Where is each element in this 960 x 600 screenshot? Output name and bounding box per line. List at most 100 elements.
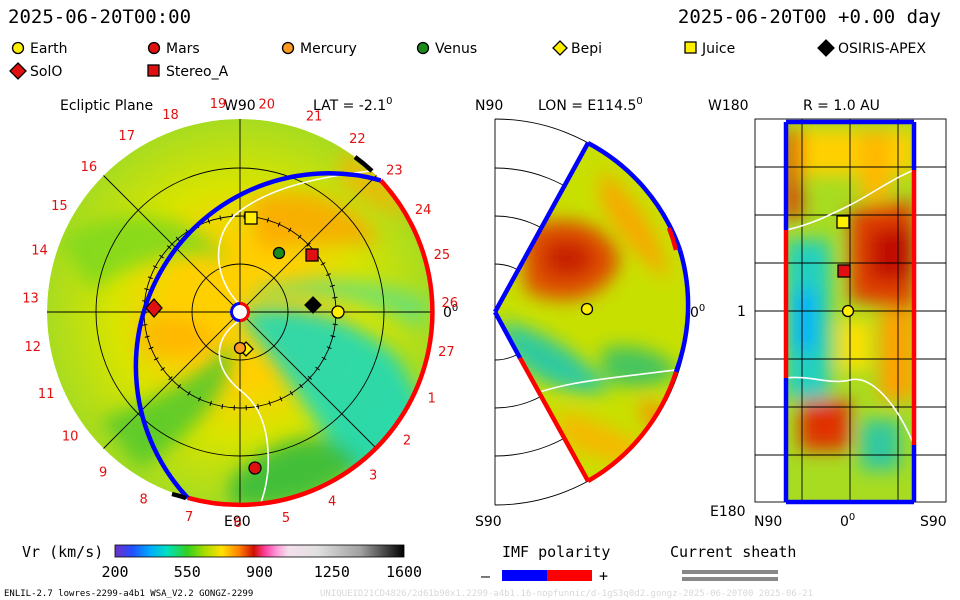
legend-item-stereo-a: Stereo_A [147,64,229,80]
ecliptic-polarity-rim [133,155,435,508]
carrington-tick-label: 19 [210,97,227,112]
carrington-tick-label: 22 [349,132,366,147]
carrington-tick-label: 27 [438,345,455,360]
current-sheath-swatch-top [682,570,778,574]
carrington-tick-label: 1 [428,391,436,406]
legend-label: Venus [435,41,477,57]
imf-positive-swatch [547,570,592,581]
venus-marker-icon [272,246,286,260]
carrington-tick-label: 13 [22,291,39,306]
meridional-bottom-left: S90 [475,514,502,530]
carrington-tick-labels: 19 20212223242526271234567891011121314151… [22,97,458,531]
carrington-tick-label: 17 [118,129,135,144]
mars-marker-icon [248,461,262,475]
legend-item-osiris-apex: OSIRIS-APEX [817,39,926,57]
legend-label: Bepi [571,41,602,57]
earth-marker-icon [11,41,25,55]
carrington-tick-label: 8 [139,493,147,508]
legend-item-solo: SolO [9,62,62,80]
colorbar-tick-label: 1600 [386,563,422,581]
mercury-marker-icon [233,341,247,355]
colorbar-tick-label: 1250 [314,563,350,581]
sphere-speed-field [786,122,914,502]
carrington-tick-label: 23 [386,164,403,179]
sphere-mid-left: 1 [737,304,746,320]
carrington-tick-label: 3 [369,468,377,483]
sphere-x-left: N90 [754,514,782,530]
stereo-a-marker-icon [305,248,319,262]
stereo-a-marker-icon [837,264,851,278]
mercury-marker-icon [281,41,295,55]
meridional-polarity-edges [493,141,691,483]
legend-label: Mercury [300,41,357,57]
current-sheath-swatch-bottom [682,577,778,581]
imf-polarity-legend: IMF polarity – + [481,543,610,585]
meridional-plane-panel: N90 LON = E114.50 S90 00 [475,96,705,530]
carrington-tick-label: 6 [233,516,241,531]
sphere-r-label: R = 1.0 AU [803,98,880,114]
colorbar-tick-label: 900 [246,563,273,581]
bepi-marker-icon [552,40,568,56]
footer-left: ENLIL-2.7 lowres-2299-a4b1 WSA_V2.2 GONG… [4,589,253,599]
mars-marker-icon [147,41,161,55]
carrington-tick-label: 2 [403,433,411,448]
sphere-map-panel: W180 R = 1.0 AU 1 E180 N90 00 S90 [708,98,947,530]
legend-item-bepi: Bepi [552,40,602,57]
body-legend: Earth Mars Mercury Venus Bepi Juice OSIR… [9,39,926,80]
imf-negative-swatch [502,570,547,581]
carrington-tick-label: 20 [259,98,276,113]
ecliptic-top-label: W90 [224,98,256,114]
legend-item-earth: Earth [11,41,68,57]
legend-label: Stereo_A [166,64,229,80]
juice-marker-icon [836,215,850,229]
legend-label: Earth [30,41,68,57]
sphere-x-right: S90 [920,514,947,530]
imf-polarity-label: IMF polarity [502,543,610,561]
carrington-tick-label: 4 [328,495,336,510]
sphere-top-left: W180 [708,98,749,114]
colorbar-tick-label: 550 [174,563,201,581]
juice-marker-icon [684,41,697,54]
carrington-tick-label: 15 [51,199,68,214]
carrington-tick-label: 5 [282,511,290,526]
solo-marker-icon [145,298,163,318]
current-sheath-label: Current sheath [670,543,796,561]
carrington-tick-label: 10 [62,429,79,444]
legend-label: Mars [166,41,200,57]
earth-marker-icon [580,302,594,316]
legend-item-mercury: Mercury [281,41,357,57]
earth-marker-icon [331,305,345,319]
footer-right: UNIQUEID21CD4826/2d61b90x1.2299-a4b1.16-… [320,589,813,599]
carrington-tick-label: 18 [162,108,179,123]
carrington-tick-label: 11 [38,387,55,402]
legend-label: OSIRIS-APEX [838,41,926,57]
osiris-apex-marker-icon [817,39,835,57]
ecliptic-lat-label: LAT = -2.10 [313,96,393,114]
sphere-bottom-left: E180 [710,504,746,520]
carrington-tick-label: 14 [31,243,48,258]
carrington-tick-label: 9 [99,465,107,480]
osiris-apex-marker-icon [304,296,322,314]
ecliptic-bodies [145,211,345,475]
carrington-tick-label: 24 [415,203,432,218]
meridional-right-label: 00 [690,303,705,321]
legend-label: SolO [30,64,62,80]
solo-marker-icon [9,62,27,80]
sphere-polarity-edges [783,119,917,505]
legend-item-venus: Venus [416,41,477,57]
carrington-tick-label: 16 [81,160,98,175]
carrington-tick-label: 7 [185,510,193,525]
colorbar-ticks: 200 550 900 1250 1600 [101,563,422,581]
earth-marker-icon [841,304,855,318]
carrington-tick-label: 25 [434,248,451,263]
vr-colorbar: Vr (km/s) 200 550 900 1250 1600 [22,543,422,581]
sphere-current-sheath [786,169,914,446]
colorbar-tick-label: 200 [101,563,128,581]
imf-plus-sign: + [599,567,608,585]
meridional-lon-label: LON = E114.50 [538,96,643,114]
ecliptic-title: Ecliptic Plane [60,98,153,114]
legend-label: Juice [701,41,735,57]
carrington-tick-label: 12 [25,340,42,355]
carrington-tick-label: 26 [442,296,459,311]
imf-minus-sign: – [481,567,491,585]
